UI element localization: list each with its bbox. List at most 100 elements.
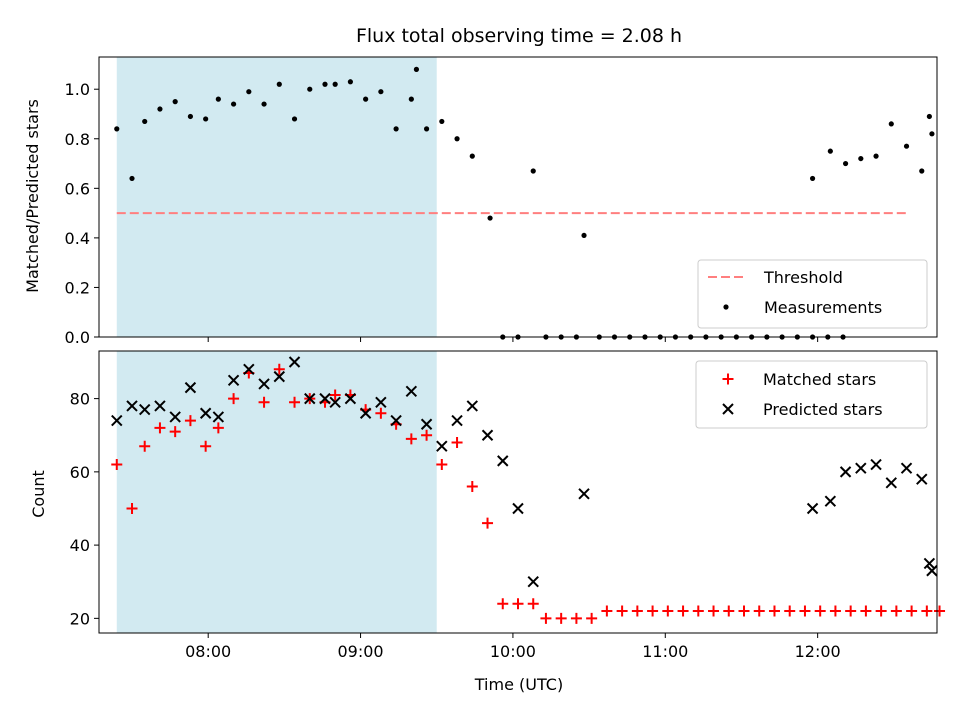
measurement-point [827,148,833,154]
measurement-point [363,96,369,102]
count-axes-frame [98,350,938,634]
predicted-star-point [154,400,166,412]
matched-star-point [273,363,285,375]
x-tick-label: 11:00 [642,642,688,661]
predicted-star-point [111,414,123,427]
measurement-point [291,116,298,122]
measurement-point [215,96,221,102]
predicted-star-point [900,462,913,474]
ratio-y-tick-label: 0.4 [65,229,90,248]
measurement-point [423,126,430,132]
predicted-star-point [855,462,867,474]
legend-predicted-label: Predicted stars [763,400,883,419]
matched-star-point [662,605,674,617]
matched-star-point [799,605,811,617]
x-tick-label: 08:00 [185,642,231,661]
count-y-tick-label: 80 [70,390,90,409]
predicted-star-point [512,502,524,515]
measurement-point [926,113,932,120]
measurement-point [261,101,267,107]
legend-measurement-label: Measurements [764,298,882,317]
predicted-star-point [212,411,225,423]
matched-star-point [890,605,902,617]
measurement-point [187,113,194,120]
measurement-point [246,89,252,95]
measurement-point [408,96,414,102]
ratio-y-tick-label: 1.0 [65,80,90,99]
measurement-point [203,116,209,122]
predicted-star-point [481,429,494,441]
ratio-legend-box [697,259,928,329]
matched-star-point [601,605,613,617]
predicted-star-point [436,440,448,452]
x-axis-label: Time (UTC) [474,675,563,694]
predicted-star-point [169,411,181,423]
matched-star-point [169,426,181,438]
measurement-point [129,175,135,182]
measurement-point [393,126,399,132]
matched-star-point [845,605,857,617]
matched-star-point [631,605,643,617]
measurement-point [873,153,879,159]
x-tick-label: 10:00 [490,642,536,661]
predicted-star-point [806,502,819,515]
ratio-y-axis-label: Matched/Predicted stars [23,99,42,293]
matched-star-point [200,440,212,452]
measurement-point [439,118,445,125]
measurement-point [842,160,849,167]
matched-star-point [784,605,796,617]
measurement-point [332,81,338,87]
matched-star-point [527,598,539,610]
predicted-star-point [126,400,138,412]
measurement-point [454,136,460,142]
predicted-star-point [359,407,372,419]
measurement-point [230,101,237,107]
matched-star-point [375,407,387,419]
measurement-point [378,89,384,95]
measurement-point [919,168,925,174]
matched-star-point [738,605,750,617]
predicted-star-point [243,363,255,376]
predicted-star-point [375,396,387,408]
measurement-point [581,232,587,239]
matched-star-point [692,605,704,617]
matched-star-point [934,605,946,617]
ratio-panel: 0.0 0.2 0.4 0.6 0.8 1.0 Threshold Measurements [65,56,938,347]
matched-star-point [616,605,628,617]
ratio-y-tick-label: 0.2 [65,278,90,297]
predicted-star-point [870,458,882,471]
measurement-point [903,143,910,149]
predicted-star-point [344,392,357,405]
predicted-star-point [319,392,331,405]
matched-star-point [647,605,659,617]
matched-star-point [126,502,138,514]
matched-star-point [708,605,720,617]
predicted-star-point [466,400,478,412]
measurement-point [307,86,313,92]
matched-star-point [768,605,780,617]
predicted-star-point [578,488,590,500]
predicted-star-point [926,565,938,577]
predicted-star-point [497,455,509,467]
x-tick-label: 12:00 [795,642,841,661]
ratio-shaded-span [116,57,437,337]
matched-star-point [154,422,166,434]
predicted-star-point [184,381,197,394]
measurement-point [142,118,148,125]
predicted-star-point [304,392,316,405]
measurement-point [114,126,120,132]
count-shaded-span [116,351,437,633]
matched-star-point [289,396,301,408]
measurement-point [929,131,935,137]
ratio-y-tick-label: 0.6 [65,179,90,198]
matched-star-point [466,481,478,493]
ratio-y-tick-label: 0.8 [65,130,90,149]
predicted-star-point [420,418,433,430]
matched-star-point [829,605,841,617]
measurement-point [858,155,864,162]
x-tick-label: 09:00 [338,642,384,661]
predicted-star-point [199,407,212,419]
predicted-star-point [824,495,837,507]
matched-star-point [677,605,689,617]
